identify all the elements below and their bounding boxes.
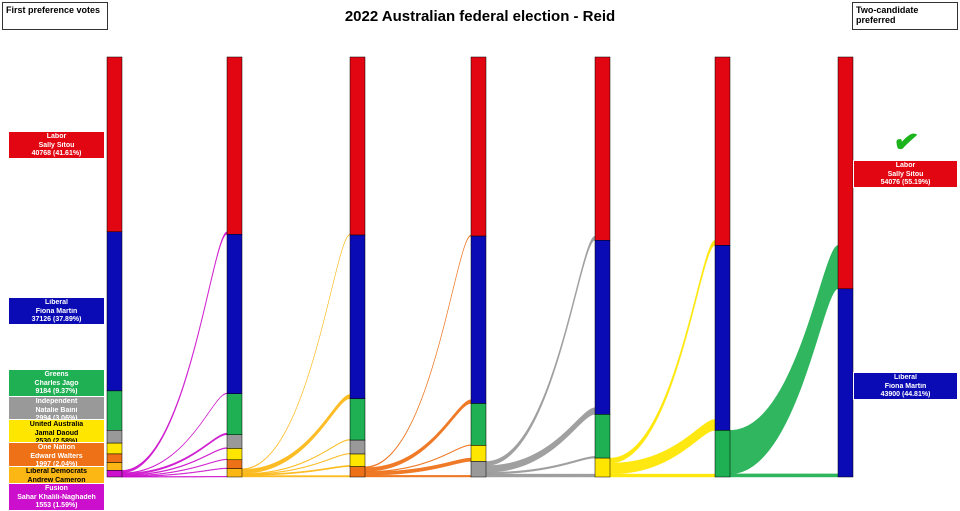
bar-col2-liberal xyxy=(226,234,243,394)
vote-count: 40768 (41.61%) xyxy=(31,150,82,158)
bar-col1-greens xyxy=(106,390,123,431)
flow-fusion-to-labor xyxy=(121,231,228,474)
bar-col4-labor xyxy=(470,56,487,237)
bar-col5-liberal xyxy=(594,240,611,415)
party-name: Liberal Democrats xyxy=(25,468,88,475)
bar-col6-labor xyxy=(714,56,731,246)
right-label-liberal: Liberal Fiona Martin 43900 (44.81%) xyxy=(853,372,958,400)
bar-col1-uap xyxy=(106,442,123,455)
bar-col3-onenation xyxy=(349,466,366,478)
flow-libdem-to-onenation xyxy=(241,475,351,478)
left-label-labor: Labor Sally Sitou 40768 (41.61%) xyxy=(8,131,105,159)
flow-fusion-to-liberal xyxy=(121,392,228,474)
flow-greens-to-liberal xyxy=(729,473,839,478)
left-label-liberal: Liberal Fiona Martin 37126 (37.89%) xyxy=(8,297,105,325)
bar-col3-liberal xyxy=(349,234,366,399)
bar-col6-greens xyxy=(714,430,731,478)
candidate-name: Edward Walters xyxy=(30,452,83,460)
bar-col2-greens xyxy=(226,393,243,435)
flow-uap-to-greens xyxy=(609,473,716,478)
left-label-fusion: Fusion Sahar Khalili-Naghadeh 1553 (1.59%) xyxy=(8,483,105,511)
vote-count: 43900 (44.81%) xyxy=(880,391,931,399)
bar-col1-fusion xyxy=(106,470,123,478)
bar-col2-libdem xyxy=(226,468,243,478)
bar-col4-greens xyxy=(470,403,487,446)
vote-count: 37126 (37.89%) xyxy=(31,316,82,324)
party-name: Independent xyxy=(35,398,78,405)
bar-col7-labor xyxy=(837,56,854,290)
party-name: Labor xyxy=(895,162,916,169)
bar-col4-independent xyxy=(470,461,487,478)
flow-independent-to-labor xyxy=(485,235,596,466)
bar-col1-liberal xyxy=(106,231,123,392)
candidate-name: Jamal Daoud xyxy=(34,429,79,437)
bar-col3-greens xyxy=(349,398,366,441)
party-name: Liberal xyxy=(894,374,917,381)
bar-col2-uap xyxy=(226,448,243,461)
right-label-labor: Labor Sally Sitou 54076 (55.19%) xyxy=(853,160,958,188)
bar-col1-onenation xyxy=(106,453,123,463)
bar-col1-libdem xyxy=(106,462,123,471)
candidate-name: Sally Sitou xyxy=(887,170,924,178)
bar-col1-independent xyxy=(106,430,123,444)
bar-col6-liberal xyxy=(714,245,731,431)
candidate-name: Fiona Martin xyxy=(35,307,78,315)
vote-count: 2530 (2.58%) xyxy=(9,438,104,447)
party-name: Liberal xyxy=(45,299,68,306)
candidate-name: Sally Sitou xyxy=(38,141,75,149)
bar-col5-labor xyxy=(594,56,611,241)
winner-check-icon: ✔ xyxy=(891,124,921,161)
page-title: 2022 Australian federal election - Reid xyxy=(344,8,616,25)
flow-libdem-to-labor xyxy=(241,234,351,470)
party-name: United Australia xyxy=(29,421,84,428)
candidate-name: Sahar Khalili-Naghadeh xyxy=(17,493,96,501)
bar-col2-onenation xyxy=(226,459,243,469)
bar-col3-labor xyxy=(349,56,366,236)
vote-count: 9184 (9.37%) xyxy=(35,388,78,396)
bar-col4-uap xyxy=(470,445,487,462)
flow-onenation-to-labor xyxy=(364,234,472,468)
candidate-name: Natalie Baini xyxy=(35,406,78,414)
flow-uap-to-liberal xyxy=(609,419,716,475)
bar-col7-liberal xyxy=(837,288,854,478)
flow-fusion-to-libdem xyxy=(121,476,228,478)
flow-onenation-to-independent xyxy=(364,475,472,478)
vote-count: 54076 (55.19%) xyxy=(880,179,931,187)
bar-col4-liberal xyxy=(470,235,487,404)
candidate-name: Andrew Cameron xyxy=(27,476,86,484)
flow-greens-to-labor xyxy=(729,245,839,475)
vote-count: 1553 (1.59%) xyxy=(35,502,78,510)
two-candidate-label: Two-candidate preferred xyxy=(856,5,919,25)
party-name: One Nation xyxy=(37,444,76,451)
bar-col2-independent xyxy=(226,434,243,449)
party-name: Fusion xyxy=(45,485,68,492)
candidate-name: Charles Jago xyxy=(34,379,79,387)
two-candidate-box: Two-candidate preferred xyxy=(852,2,958,30)
bar-col5-uap xyxy=(594,457,611,478)
vote-count: 1997 (2.04%) xyxy=(35,461,78,469)
party-name: Labor xyxy=(46,133,67,140)
left-label-greens: Greens Charles Jago 9184 (9.37%) xyxy=(8,369,105,397)
bar-col5-greens xyxy=(594,414,611,459)
vote-count: 2994 (3.06%) xyxy=(9,415,104,424)
candidate-name: Fiona Martin xyxy=(884,382,927,390)
bar-col1-labor xyxy=(106,56,123,233)
flow-independent-to-uap xyxy=(485,473,596,478)
first-preference-box: First preference votes xyxy=(2,2,108,30)
bar-col3-uap xyxy=(349,453,366,467)
bar-col2-labor xyxy=(226,56,243,235)
flow-libdem-to-liberal xyxy=(241,394,351,474)
bar-col3-independent xyxy=(349,439,366,455)
flow-independent-to-liberal xyxy=(485,407,596,473)
party-name: Greens xyxy=(44,371,69,378)
first-preference-label: First preference votes xyxy=(6,5,101,15)
